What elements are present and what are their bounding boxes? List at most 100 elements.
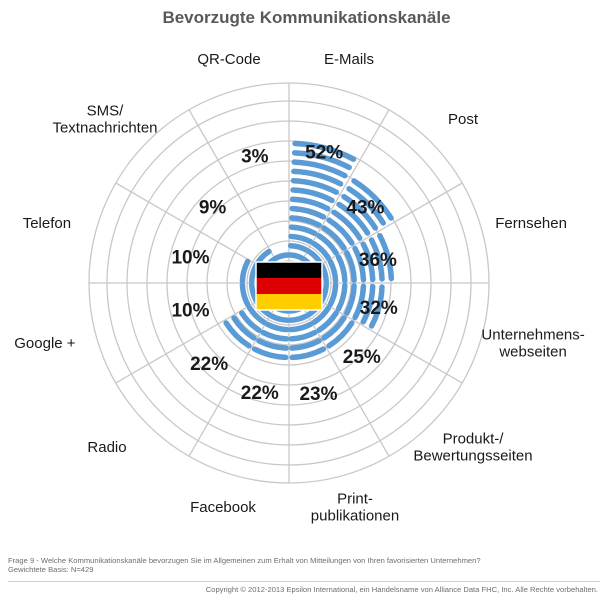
flag-stripe xyxy=(256,262,322,278)
bar-segment xyxy=(289,346,327,361)
bar-segment xyxy=(289,205,327,220)
grid-spoke xyxy=(288,109,390,284)
bar-segment xyxy=(311,305,332,326)
germany-flag xyxy=(255,261,323,311)
flag-border xyxy=(255,261,323,311)
bar-segment xyxy=(341,193,379,231)
category-label-line: Telefon xyxy=(23,215,71,232)
category-labels: E-Mails Post Fernsehen Unternehmens-webseit… xyxy=(14,51,585,525)
bar-segment xyxy=(288,321,314,333)
bar-12 xyxy=(273,252,291,261)
category-label-line: webseiten xyxy=(498,344,567,361)
bar-segment xyxy=(360,283,376,325)
category-label: E-Mails xyxy=(324,51,374,68)
category-label-line: Print- xyxy=(337,491,373,508)
bar-segment xyxy=(344,250,357,283)
category-label-line: QR-Code xyxy=(197,51,260,68)
bar-segment xyxy=(288,224,318,237)
category-label: Radio xyxy=(87,439,126,456)
category-label-line: E-Mails xyxy=(324,51,374,68)
bar-segment xyxy=(289,196,331,212)
category-label: Telefon xyxy=(23,215,71,232)
value-label: 22% xyxy=(190,354,228,375)
category-label-line: Post xyxy=(448,111,479,128)
category-label: Facebook xyxy=(190,499,256,516)
bar-segment xyxy=(326,320,355,349)
category-label-line: Unternehmens- xyxy=(481,327,584,344)
grid-spoke xyxy=(188,109,290,284)
bar-segment xyxy=(273,252,291,261)
bar-segment xyxy=(335,254,348,284)
bar-segment xyxy=(287,252,305,261)
grid-spoke xyxy=(188,282,290,457)
bar-segment xyxy=(316,310,339,333)
bar-segment xyxy=(290,187,335,204)
bar-segment xyxy=(264,321,290,333)
grid xyxy=(88,82,490,484)
value-label: 25% xyxy=(343,347,381,368)
footnote: Frage 9 - Welche Kommunikationskanäle be… xyxy=(8,556,598,574)
category-label-line: publikationen xyxy=(311,508,399,525)
bar-segment xyxy=(377,232,395,282)
category-label: Unternehmens-webseiten xyxy=(481,327,584,361)
grid-spoke xyxy=(288,282,390,457)
bar-segment xyxy=(327,258,339,284)
copyright: Copyright © 2012-2013 Epsilon Internatio… xyxy=(205,585,598,594)
category-label-line: SMS/ xyxy=(87,103,125,120)
category-label: QR-Code xyxy=(197,51,260,68)
bar-segment xyxy=(239,310,262,333)
bar-segment xyxy=(289,215,322,228)
bar-segment xyxy=(327,282,339,308)
bar-segment xyxy=(291,150,352,171)
bar-segment xyxy=(368,284,385,329)
value-label: 10% xyxy=(171,248,209,269)
chart-title: Bevorzugte Kommunikationskanäle xyxy=(162,8,451,27)
bar-segment xyxy=(287,313,309,324)
category-label-line: Textnachrichten xyxy=(52,120,157,137)
bar-segment xyxy=(346,186,386,226)
value-label: 10% xyxy=(171,300,209,321)
bar-segment xyxy=(351,178,394,221)
bar-segment xyxy=(292,140,357,162)
bar-segment xyxy=(288,329,318,342)
value-labels: 52% 43% 36% 32% 25% 23% 22% 22% 10% 10% 9% 3% xyxy=(171,143,397,406)
bar-segment xyxy=(352,245,367,283)
bar-segment xyxy=(289,338,322,351)
bar-segment xyxy=(246,305,267,326)
category-label: Google + xyxy=(14,335,76,352)
footnote-question: Frage 9 - Welche Kommunikationskanäle be… xyxy=(8,556,481,565)
bar-segment xyxy=(331,209,363,241)
value-label: 36% xyxy=(359,250,397,271)
footnote-base: Gewichtete Basis: N=429 xyxy=(8,565,94,574)
bar-segment xyxy=(251,346,289,361)
value-label: 32% xyxy=(360,298,398,319)
value-label: 43% xyxy=(346,198,384,219)
bar-segment xyxy=(321,225,347,251)
flag-stripe xyxy=(256,294,322,310)
bar-segment xyxy=(311,240,332,261)
bar-segment xyxy=(321,315,347,341)
bar-segment xyxy=(231,315,257,341)
value-label: 9% xyxy=(199,198,227,219)
bar-segment xyxy=(360,241,376,283)
category-label-line: Facebook xyxy=(190,499,256,516)
value-label: 22% xyxy=(241,383,279,404)
bar-segment xyxy=(256,338,289,351)
bar-segment xyxy=(288,233,314,245)
category-label: SMS/Textnachrichten xyxy=(52,103,157,137)
category-label: Fernsehen xyxy=(495,215,567,232)
bar-segment xyxy=(269,313,291,324)
bar-segment xyxy=(287,242,309,253)
bar-segment xyxy=(316,233,339,256)
bar-segment xyxy=(239,258,251,284)
radial-chart: E-Mails Post Fernsehen Unternehmens-webseit… xyxy=(14,51,585,525)
bar-segment xyxy=(290,177,340,195)
bar-segment xyxy=(336,201,371,236)
bar-segment xyxy=(326,217,355,246)
category-label: Print-publikationen xyxy=(311,491,399,525)
value-label: 3% xyxy=(241,147,269,168)
bar-segment xyxy=(239,282,251,308)
value-label: 52% xyxy=(305,143,343,164)
category-label-line: Fernsehen xyxy=(495,215,567,232)
divider xyxy=(8,581,600,582)
